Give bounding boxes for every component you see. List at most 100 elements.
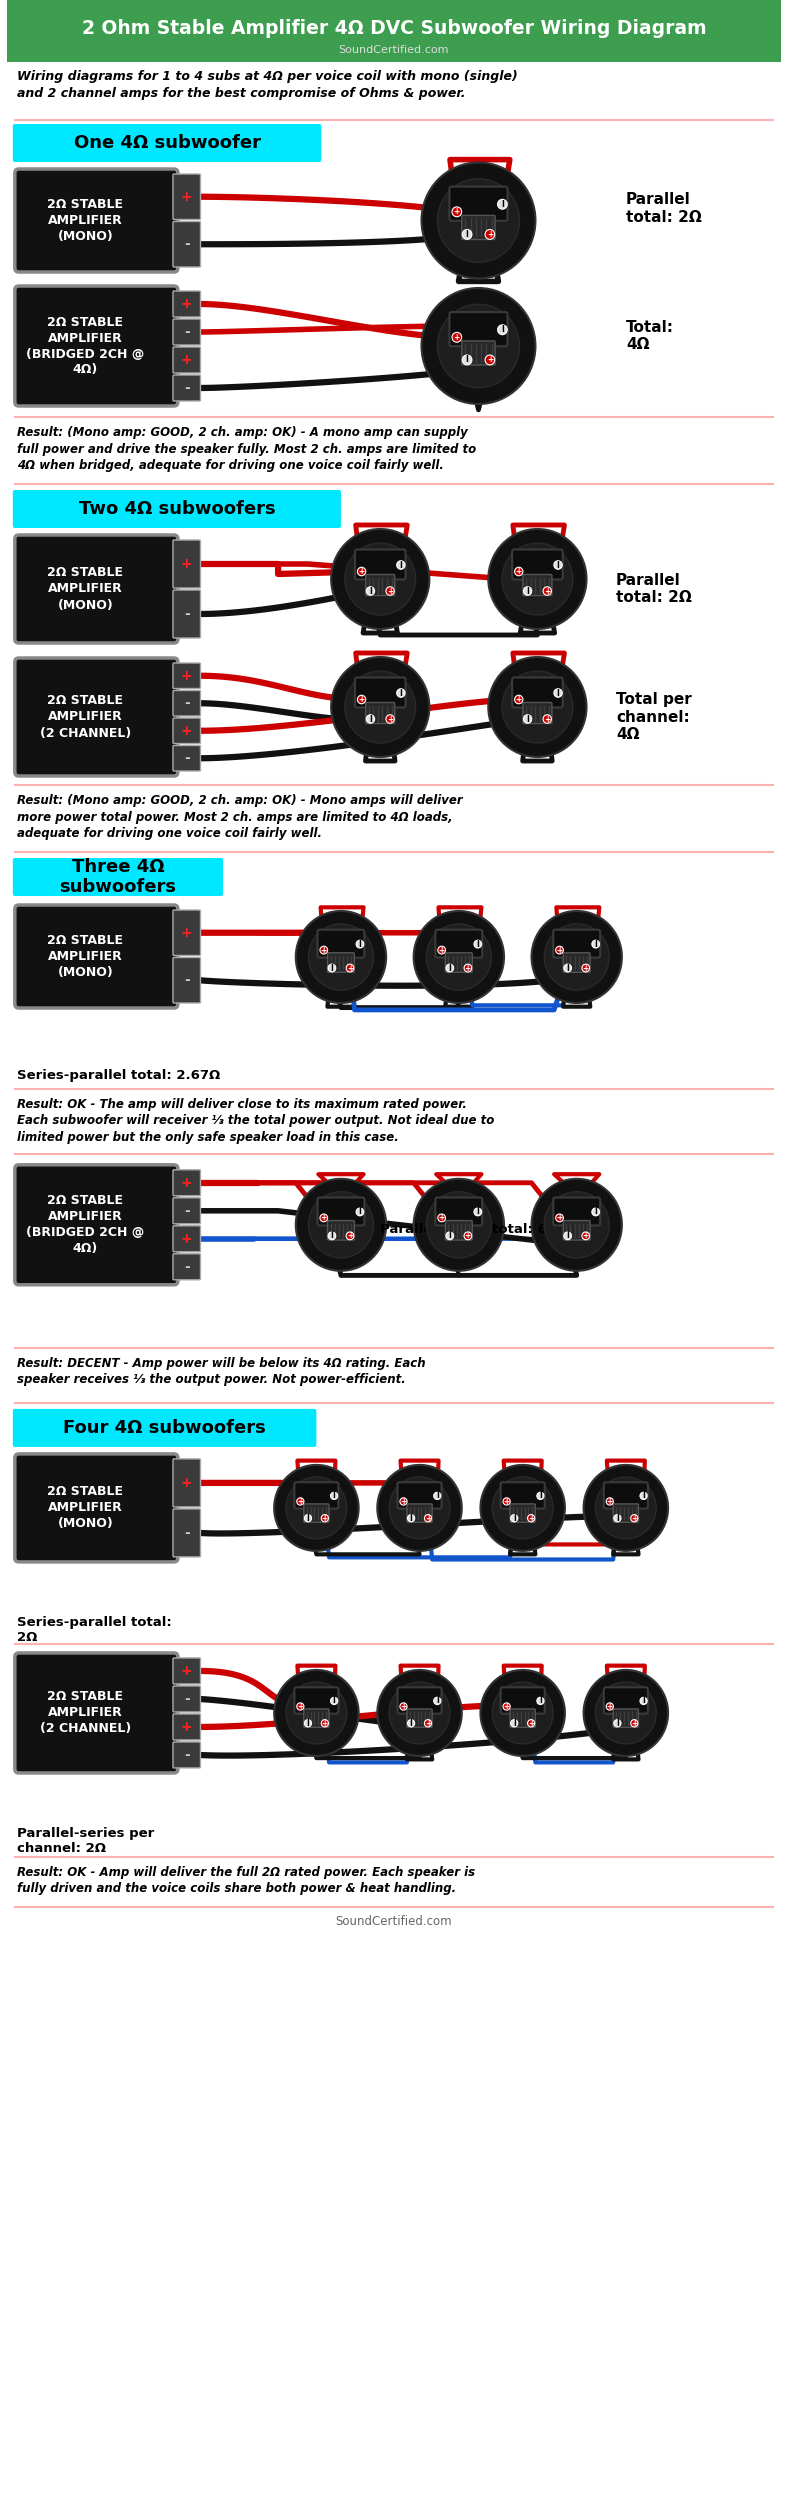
Text: -: - [184, 608, 190, 620]
FancyBboxPatch shape [173, 222, 200, 268]
FancyBboxPatch shape [173, 1460, 200, 1508]
Circle shape [502, 670, 573, 742]
Circle shape [356, 940, 364, 948]
Text: I: I [436, 1492, 439, 1500]
Circle shape [527, 1720, 535, 1727]
Circle shape [386, 588, 394, 595]
Text: I: I [369, 715, 372, 722]
FancyBboxPatch shape [173, 175, 200, 220]
FancyBboxPatch shape [13, 858, 223, 895]
Text: +: + [454, 208, 460, 217]
Text: Wiring diagrams for 1 to 4 subs at 4Ω per voice coil with mono (single)
and 2 ch: Wiring diagrams for 1 to 4 subs at 4Ω pe… [17, 70, 518, 100]
FancyBboxPatch shape [173, 910, 200, 955]
Circle shape [606, 1703, 613, 1710]
FancyBboxPatch shape [613, 1505, 638, 1522]
Circle shape [389, 1478, 450, 1540]
Text: I: I [477, 940, 479, 948]
FancyBboxPatch shape [355, 678, 406, 707]
Text: +: + [322, 1720, 328, 1727]
FancyBboxPatch shape [173, 1255, 200, 1280]
Text: -: - [184, 1693, 190, 1705]
FancyBboxPatch shape [173, 348, 200, 372]
Text: I: I [330, 1232, 333, 1240]
Text: I: I [466, 230, 469, 240]
Circle shape [502, 542, 573, 615]
Text: -: - [184, 972, 190, 988]
FancyBboxPatch shape [397, 1688, 441, 1712]
Circle shape [330, 1698, 338, 1705]
FancyBboxPatch shape [510, 1505, 535, 1522]
Text: Parallel-series total: 6Ω: Parallel-series total: 6Ω [381, 1222, 558, 1238]
Text: Two 4Ω subwoofers: Two 4Ω subwoofers [79, 500, 275, 518]
Circle shape [545, 1192, 609, 1258]
Circle shape [497, 200, 507, 210]
Circle shape [425, 1720, 432, 1727]
FancyBboxPatch shape [173, 958, 200, 1002]
Text: 2Ω STABLE
AMPLIFIER
(MONO): 2Ω STABLE AMPLIFIER (MONO) [47, 568, 124, 612]
FancyBboxPatch shape [15, 285, 178, 405]
Circle shape [503, 1703, 510, 1710]
Text: Parallel-series per
channel: 2Ω: Parallel-series per channel: 2Ω [17, 1828, 154, 1855]
Text: I: I [567, 962, 569, 972]
Text: +: + [181, 1475, 192, 1490]
FancyBboxPatch shape [173, 540, 200, 588]
Text: +: + [347, 962, 353, 972]
Circle shape [582, 1232, 589, 1240]
Circle shape [640, 1698, 647, 1705]
Text: 2Ω STABLE
AMPLIFIER
(BRIDGED 2CH @
4Ω): 2Ω STABLE AMPLIFIER (BRIDGED 2CH @ 4Ω) [26, 315, 145, 378]
Text: I: I [400, 560, 403, 570]
FancyBboxPatch shape [366, 575, 395, 595]
Text: I: I [594, 940, 597, 948]
Text: I: I [556, 560, 559, 570]
Circle shape [481, 1670, 565, 1755]
Text: Parallel
total: 2Ω: Parallel total: 2Ω [626, 192, 701, 225]
FancyBboxPatch shape [173, 290, 200, 318]
Circle shape [485, 230, 495, 240]
Text: +: + [387, 715, 393, 722]
Text: +: + [359, 568, 365, 575]
Circle shape [437, 177, 519, 262]
FancyBboxPatch shape [563, 1220, 590, 1240]
Circle shape [537, 1492, 544, 1500]
FancyBboxPatch shape [436, 930, 482, 958]
Text: I: I [369, 588, 372, 595]
FancyBboxPatch shape [407, 1710, 432, 1728]
Circle shape [366, 588, 374, 595]
Text: +: + [545, 715, 550, 722]
FancyBboxPatch shape [15, 535, 178, 642]
FancyBboxPatch shape [295, 1482, 338, 1508]
FancyBboxPatch shape [304, 1710, 329, 1728]
Text: +: + [297, 1498, 303, 1505]
Text: One 4Ω subwoofer: One 4Ω subwoofer [73, 135, 261, 152]
Text: +: + [181, 1665, 192, 1678]
Text: Result: OK - The amp will deliver close to its maximum rated power.
Each subwoof: Result: OK - The amp will deliver close … [17, 1098, 494, 1145]
Text: I: I [556, 688, 559, 698]
Circle shape [543, 715, 552, 722]
Circle shape [515, 568, 523, 575]
FancyBboxPatch shape [510, 1710, 535, 1728]
Circle shape [492, 1682, 553, 1745]
FancyBboxPatch shape [523, 575, 552, 595]
FancyBboxPatch shape [328, 1220, 355, 1240]
Text: +: + [465, 962, 471, 972]
Text: +: + [181, 190, 192, 202]
Circle shape [286, 1478, 347, 1540]
Text: +: + [607, 1498, 613, 1505]
Text: I: I [642, 1492, 645, 1500]
FancyBboxPatch shape [295, 1688, 338, 1712]
FancyBboxPatch shape [449, 312, 507, 348]
Text: Total per
channel:
4Ω: Total per channel: 4Ω [616, 693, 692, 742]
FancyBboxPatch shape [173, 590, 200, 638]
Circle shape [614, 1515, 621, 1522]
Circle shape [297, 1498, 304, 1505]
FancyBboxPatch shape [355, 550, 406, 580]
Text: +: + [359, 695, 365, 705]
FancyBboxPatch shape [512, 550, 563, 580]
Text: Result: OK - Amp will deliver the full 2Ω rated power. Each speaker is
fully dri: Result: OK - Amp will deliver the full 2… [17, 1865, 475, 1895]
Circle shape [274, 1465, 359, 1550]
FancyBboxPatch shape [15, 1652, 178, 1772]
Text: +: + [387, 588, 393, 595]
Circle shape [446, 965, 454, 972]
Text: +: + [322, 1512, 328, 1522]
Circle shape [584, 1670, 668, 1755]
